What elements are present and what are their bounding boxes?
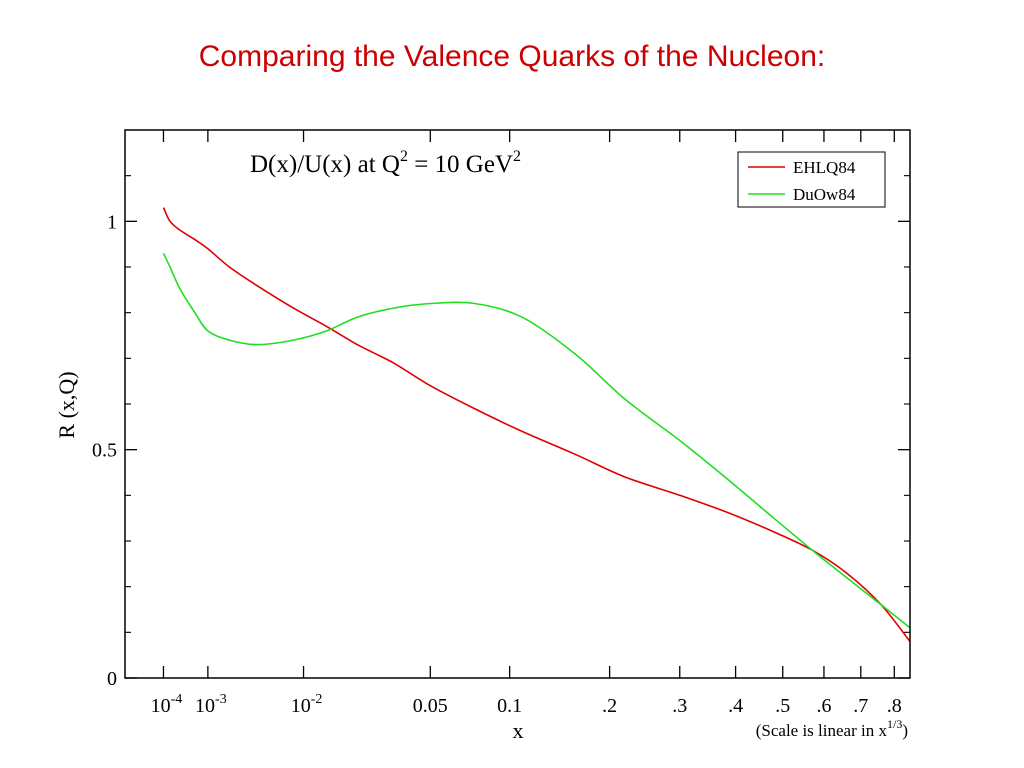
x-tick-label: 10-2: [291, 692, 323, 717]
chart-title-exp1: 2: [400, 148, 408, 165]
x-scale-note: (Scale is linear in x1/3): [756, 717, 908, 740]
chart-title-exp2: 2: [513, 148, 521, 165]
plot-frame: [124, 129, 911, 679]
series-line-ehlq84: [162, 207, 911, 642]
x-axis-label: x: [513, 718, 524, 743]
x-tick-label: .3: [672, 695, 687, 717]
x-tick-label: 10-3: [195, 692, 227, 717]
legend-label-ehlq84: EHLQ84: [793, 158, 856, 177]
chart-title: D(x)/U(x) at Q2 = 10 GeV2: [250, 148, 521, 178]
x-tick-label: 0.1: [497, 695, 522, 717]
x-scale-note-end: ): [902, 721, 908, 740]
ticks-layer: 10-4 10-3 10-2 0.05 0.1 .2 .3 .4 .5 .6 .7 .8 0 0.5 1: [92, 130, 910, 717]
chart-title-mid: = 10 GeV: [408, 151, 513, 178]
y-tick-label: 0: [107, 668, 117, 690]
x-tick-label: .7: [853, 695, 868, 717]
y-tick-label: 1: [107, 211, 117, 233]
x-tick-label: 10-4: [151, 692, 183, 717]
x-tick-label: .8: [887, 695, 902, 717]
x-tick-label: .2: [602, 695, 617, 717]
y-tick-label: 0.5: [92, 440, 117, 462]
series-layer: [162, 207, 911, 642]
x-tick-label: .5: [775, 695, 790, 717]
x-tick-label: .4: [728, 695, 743, 717]
x-scale-note-main: (Scale is linear in x: [756, 721, 888, 740]
x-scale-note-exp: 1/3: [887, 717, 902, 731]
series-line-duow84: [162, 252, 911, 629]
slide-title: Comparing the Valence Quarks of the Nucl…: [198, 40, 826, 73]
legend-label-duow84: DuOw84: [793, 185, 856, 204]
legend-box: [737, 151, 886, 208]
x-tick-label: 0.05: [413, 695, 448, 717]
chart-title-main: D(x)/U(x) at Q: [250, 151, 400, 178]
y-axis-label: R (x,Q): [54, 371, 79, 438]
x-tick-label: .6: [816, 695, 831, 717]
legend: EHLQ84 DuOw84: [737, 151, 886, 208]
